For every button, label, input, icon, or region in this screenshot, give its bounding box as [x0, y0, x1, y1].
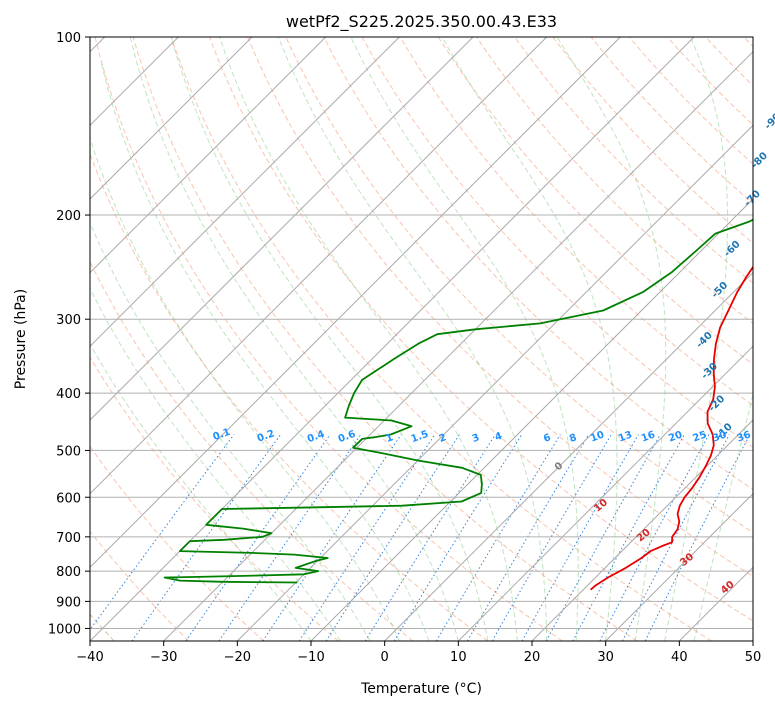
mixing-ratio-label: 0.6: [337, 429, 357, 445]
x-axis-label: Temperature (°C): [360, 681, 482, 697]
moist-adiabat-line: [557, 37, 666, 641]
x-tick-label: 20: [524, 650, 541, 665]
isotherm-line: [458, 37, 775, 641]
x-tick-label: 50: [745, 650, 762, 665]
mixing-ratio-label: 2: [438, 432, 448, 445]
mixing-ratio-label: 20: [667, 429, 684, 444]
mixing-ratio-line: [645, 435, 750, 642]
y-tick-label: 300: [56, 313, 81, 328]
moist-adiabat-label: 40: [719, 579, 737, 596]
mixing-ratio-line: [600, 435, 709, 642]
mixing-ratio-label: 25: [691, 429, 708, 444]
y-tick-label: 900: [56, 595, 81, 610]
dry-adiabat-line: [591, 37, 775, 641]
mixing-ratio-line: [263, 435, 401, 642]
y-tick-label: 1000: [48, 622, 81, 637]
x-tick-label: 40: [671, 650, 688, 665]
dry-adiabat-line: [553, 37, 775, 641]
temperature-profile-line: [591, 37, 775, 590]
dry-adiabats: [0, 37, 775, 641]
y-axis-label: Pressure (hPa): [13, 289, 29, 389]
dry-adiabat-line: [0, 37, 338, 641]
dry-adiabat-label: -60: [722, 239, 743, 260]
x-tick-label: 30: [597, 650, 614, 665]
x-tick-label: −20: [224, 650, 251, 665]
mixing-ratio-line: [365, 435, 495, 642]
mixing-ratio-label: 0.4: [306, 429, 326, 445]
y-tick-label: 100: [56, 31, 81, 46]
mixing-ratio-label: 4: [494, 431, 504, 444]
dry-adiabat-line: [19, 37, 413, 641]
mixing-ratio-label: 3: [471, 432, 481, 445]
mixing-ratio-line: [436, 435, 560, 642]
mixing-ratio-label: 13: [617, 429, 634, 444]
moist-adiabat-line: [171, 37, 488, 641]
y-tick-label: 500: [56, 444, 81, 459]
x-tick-label: −10: [297, 650, 324, 665]
y-tick-label: 600: [56, 491, 81, 506]
mixing-ratio-line: [492, 435, 611, 642]
chart-title: wetPf2_S225.2025.350.00.43.E33: [286, 12, 557, 32]
isotherm-line: [164, 37, 768, 641]
mixing-ratio-line: [326, 435, 459, 642]
isotherm-line: [0, 37, 326, 641]
y-tick-label: 400: [56, 387, 81, 402]
mixing-ratio-label: 1.5: [410, 429, 430, 445]
dry-adiabat-label: -50: [710, 280, 731, 301]
y-tick-label: 800: [56, 565, 81, 580]
plot-area: [0, 37, 775, 641]
isotherm-line: [16, 37, 620, 641]
mixing-ratio-label: 0.2: [256, 428, 276, 444]
moist-adiabat-line: [219, 37, 517, 641]
dry-adiabat-line: [57, 37, 488, 641]
moist-adiabat-line: [75, 84, 400, 641]
y-axis: 100 200 300 400 500 600 700 800 900 1000: [48, 31, 90, 637]
mixing-ratio-label: 6: [542, 432, 552, 445]
y-tick-label: 700: [56, 531, 81, 546]
dry-adiabat-line: [667, 37, 775, 641]
moist-adiabat-label: 10: [592, 497, 610, 514]
dry-adiabat-label: -20: [707, 394, 728, 415]
series-lines: [165, 37, 775, 590]
dry-adiabat-label: -90: [763, 111, 775, 132]
dry-adiabat-line: [706, 37, 775, 641]
dry-adiabat-label: -40: [694, 330, 715, 351]
mixing-ratio-label: 10: [589, 429, 606, 444]
x-tick-label: 10: [450, 650, 467, 665]
moist-adiabat-line: [30, 123, 340, 641]
isotherm-line: [0, 37, 399, 641]
x-axis: −40 −30 −20 −10 0 10 20 30 40 50: [76, 641, 761, 665]
dry-adiabat-line: [477, 37, 775, 641]
isotherms: [0, 37, 775, 641]
dry-adiabat-line: [0, 37, 264, 641]
mixing-ratio-label: 16: [640, 429, 657, 444]
y-tick-label: 200: [56, 209, 81, 224]
mixing-ratio-line: [468, 435, 589, 642]
mixing-ratio-label: 8: [568, 432, 578, 445]
dry-adiabat-line: [438, 37, 775, 641]
mixing-ratio-line: [522, 435, 638, 642]
x-tick-label: −40: [76, 650, 103, 665]
isotherm-line: [0, 37, 547, 641]
isotherm-line: [0, 37, 252, 641]
dry-adiabat-labels: -100-90-80-70-60-50-40-30-20-10: [694, 69, 775, 442]
x-tick-label: −30: [150, 650, 177, 665]
isobars: [90, 37, 753, 628]
dry-adiabat-line: [171, 37, 711, 641]
mixing-ratio-label: 36: [736, 429, 753, 444]
isotherm-line: [679, 37, 775, 641]
x-tick-label: 0: [381, 650, 389, 665]
